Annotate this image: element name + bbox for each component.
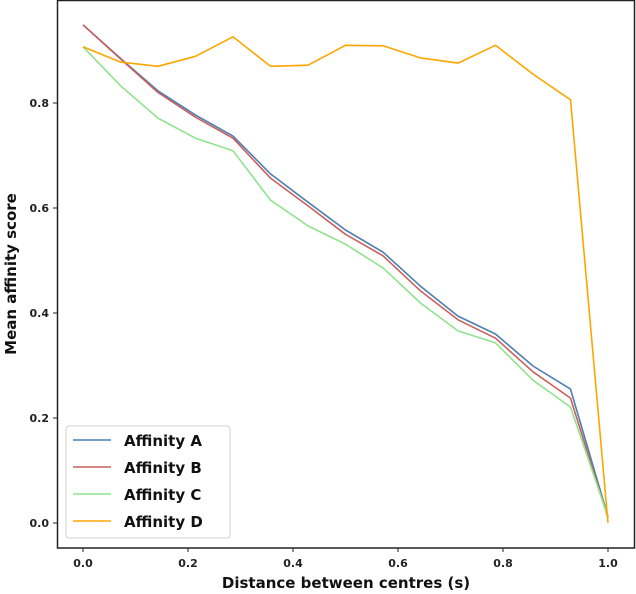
legend-label: Affinity B [124,459,202,477]
legend-label: Affinity A [124,432,202,450]
legend-label: Affinity D [124,513,203,531]
y-tick-label: 0.6 [30,202,50,215]
x-axis-label: Distance between centres (s) [222,574,470,592]
x-tick-label: 0.0 [73,557,93,570]
series-line-affinity-b [82,24,609,519]
series-line-affinity-c [82,46,609,517]
x-tick-label: 0.8 [493,557,513,570]
series-line-affinity-a [82,24,609,517]
x-tick-label: 0.4 [283,557,303,570]
legend-item-affinity-a: Affinity A [73,432,202,450]
series-layer [82,24,609,524]
series-line-affinity-d [82,35,609,524]
x-axis-ticks: 0.0 0.2 0.4 0.6 0.8 1.0 [73,548,618,570]
legend-label: Affinity C [124,486,201,504]
legend: Affinity A Affinity B Affinity C Affinit… [65,425,231,539]
y-tick-label: 0.0 [30,517,50,530]
y-axis-ticks: 0.0 0.2 0.4 0.6 0.8 [30,97,57,530]
y-tick-label: 0.2 [30,412,50,425]
legend-box [65,425,231,539]
x-tick-label: 1.0 [598,557,618,570]
y-tick-label: 0.8 [30,97,50,110]
legend-item-affinity-b: Affinity B [73,459,202,477]
legend-item-affinity-c: Affinity C [73,486,201,504]
x-tick-label: 0.2 [178,557,198,570]
y-axis-label: Mean affinity score [2,193,20,355]
legend-item-affinity-d: Affinity D [73,513,203,531]
y-tick-label: 0.4 [30,307,50,320]
axes-frame [56,0,636,549]
x-tick-label: 0.6 [388,557,408,570]
